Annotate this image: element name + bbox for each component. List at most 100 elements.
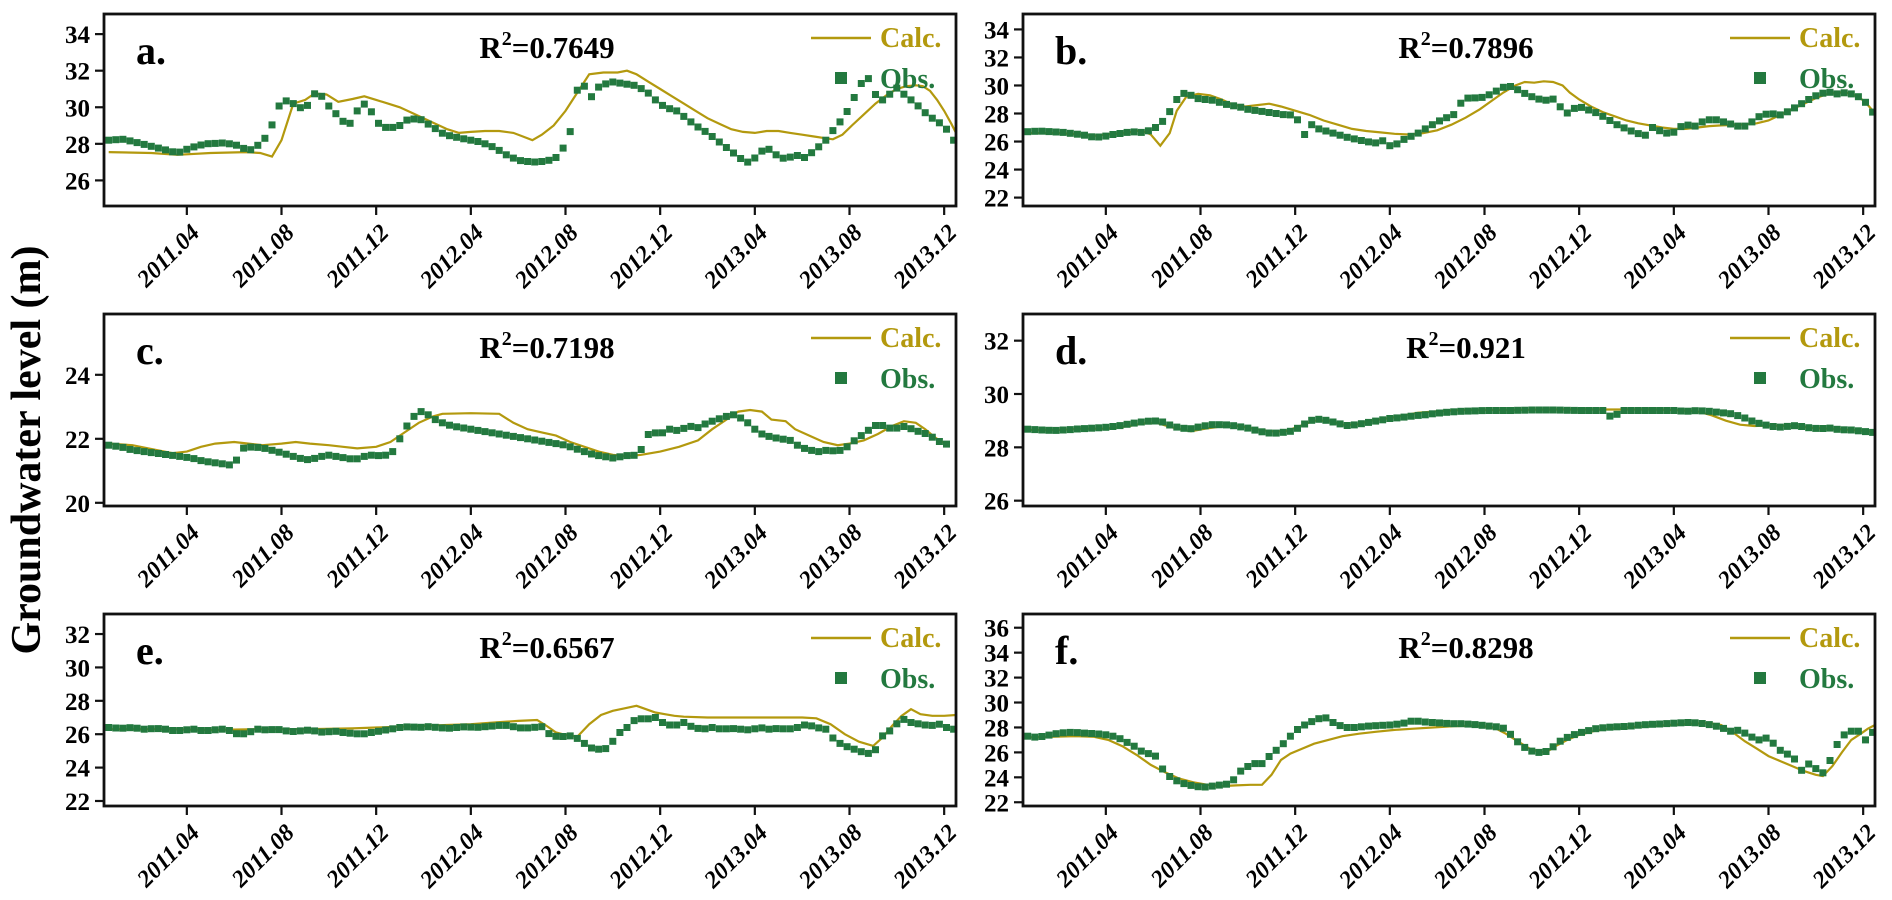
obs-marker	[112, 136, 120, 144]
y-tick-label: 26	[984, 130, 1009, 157]
obs-marker	[701, 725, 709, 733]
obs-marker	[197, 727, 205, 734]
obs-marker	[410, 723, 418, 731]
obs-marker	[225, 461, 233, 469]
obs-marker	[737, 725, 745, 733]
obs-marker	[1663, 407, 1671, 414]
obs-marker	[211, 459, 219, 467]
obs-marker	[573, 445, 581, 453]
obs-marker	[176, 148, 184, 156]
obs-marker	[616, 729, 624, 736]
obs-marker	[1159, 418, 1167, 426]
obs-marker	[1840, 426, 1848, 434]
obs-marker	[438, 419, 446, 427]
obs-marker	[133, 139, 141, 147]
obs-marker	[1450, 408, 1458, 416]
obs-marker	[105, 441, 113, 449]
obs-marker	[1549, 406, 1557, 414]
obs-marker	[105, 136, 113, 144]
x-tick-label: 2012.08	[509, 220, 583, 294]
obs-marker	[112, 724, 120, 732]
obs-marker	[1279, 428, 1287, 436]
obs-marker	[1812, 424, 1820, 432]
obs-marker	[1116, 422, 1124, 430]
obs-marker	[722, 412, 730, 420]
obs-marker	[1152, 752, 1159, 760]
obs-marker	[815, 143, 823, 151]
y-tick-label: 22	[65, 789, 90, 816]
legend-obs-label: Obs.	[1799, 64, 1854, 95]
calc-line	[108, 69, 957, 158]
obs-marker	[1180, 89, 1188, 97]
obs-marker	[353, 107, 361, 115]
obs-marker	[1343, 724, 1351, 731]
obs-marker	[1443, 408, 1451, 416]
obs-marker	[1783, 750, 1791, 758]
obs-marker	[169, 148, 177, 156]
obs-marker	[353, 455, 361, 463]
obs-marker	[112, 442, 120, 450]
obs-marker	[1230, 776, 1238, 784]
obs-marker	[1684, 719, 1692, 726]
obs-marker	[1599, 112, 1607, 120]
obs-marker	[943, 125, 950, 133]
obs-marker	[1649, 720, 1656, 728]
obs-marker	[1265, 429, 1273, 437]
obs-marker	[588, 744, 595, 752]
y-tick-label: 28	[984, 715, 1009, 742]
obs-marker	[715, 725, 723, 733]
legend-calc-label: Calc.	[1799, 323, 1860, 354]
plot-border	[102, 312, 958, 508]
x-tick-label: 2011.12	[321, 820, 394, 893]
obs-marker	[850, 94, 858, 101]
obs-marker	[190, 455, 198, 463]
obs-marker	[275, 102, 283, 110]
obs-marker	[609, 454, 617, 462]
obs-marker	[1720, 409, 1727, 417]
y-tick-label: 30	[984, 382, 1009, 409]
obs-marker	[744, 158, 752, 166]
obs-marker	[211, 139, 219, 147]
obs-marker	[1201, 783, 1209, 791]
obs-marker	[1862, 98, 1869, 106]
obs-marker	[836, 118, 844, 126]
obs-marker	[1791, 755, 1798, 763]
obs-marker	[1755, 419, 1763, 427]
obs-marker	[105, 724, 113, 731]
y-tick-label: 32	[984, 666, 1009, 693]
obs-marker	[730, 149, 737, 157]
obs-marker	[1542, 406, 1550, 414]
obs-marker	[623, 724, 631, 731]
obs-marker	[1237, 767, 1245, 775]
obs-marker	[1656, 127, 1664, 135]
obs-marker	[694, 724, 702, 732]
obs-marker	[673, 721, 681, 729]
obs-marker	[836, 446, 844, 454]
obs-marker	[1088, 424, 1096, 432]
obs-marker	[1677, 719, 1685, 727]
obs-marker	[403, 422, 411, 430]
obs-marker	[1315, 415, 1323, 423]
obs-marker	[893, 720, 901, 728]
obs-marker	[382, 726, 390, 734]
obs-marker	[1592, 407, 1600, 414]
obs-marker	[126, 724, 134, 732]
obs-marker	[1308, 121, 1316, 129]
y-tick-label: 22	[984, 186, 1009, 213]
obs-marker	[907, 425, 915, 433]
obs-marker	[517, 724, 524, 732]
obs-marker	[1272, 429, 1280, 437]
obs-marker	[1776, 746, 1784, 754]
obs-marker	[154, 725, 162, 733]
x-tick-label: 2011.04	[132, 520, 205, 593]
obs-marker	[240, 144, 248, 152]
obs-marker	[162, 725, 169, 733]
obs-marker	[240, 444, 248, 452]
obs-marker	[1230, 422, 1238, 430]
obs-marker	[1393, 414, 1401, 422]
x-tick-label: 2011.08	[1145, 820, 1218, 893]
obs-marker	[1783, 422, 1791, 430]
obs-marker	[1137, 747, 1145, 755]
x-tick-label: 2013.12	[888, 520, 962, 594]
obs-marker	[1365, 138, 1372, 146]
